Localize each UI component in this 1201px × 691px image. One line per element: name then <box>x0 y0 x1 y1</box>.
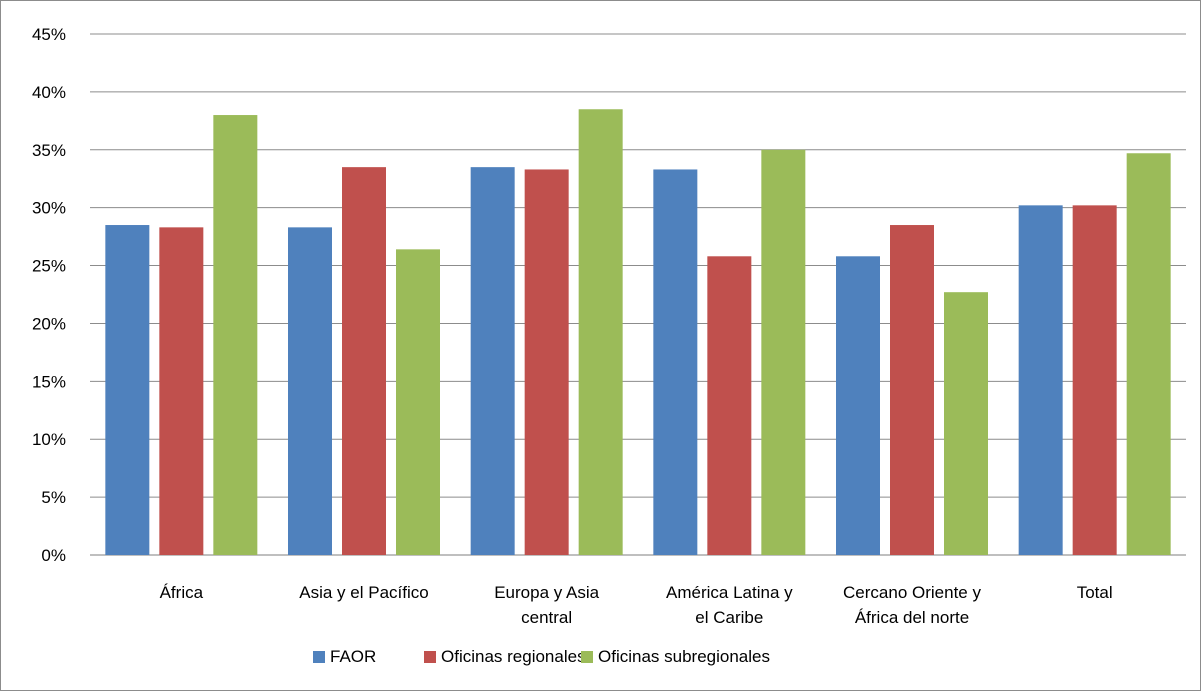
bar-oficinas-regionales <box>707 256 752 555</box>
y-tick-label: 5% <box>41 488 66 507</box>
bar-oficinas-regionales <box>342 167 386 555</box>
y-tick-label: 45% <box>32 25 66 44</box>
x-category-label: central <box>521 608 572 627</box>
y-tick-label: 25% <box>32 257 66 276</box>
bar-faor <box>653 169 698 555</box>
x-category-label: Europa y Asia <box>494 583 599 602</box>
bar-faor <box>470 167 515 555</box>
bar-oficinas-regionales <box>890 225 934 556</box>
bars <box>105 109 1171 556</box>
bar-oficinas-subregionales <box>944 292 988 555</box>
y-tick-label: 15% <box>32 372 66 391</box>
bar-oficinas-subregionales <box>761 149 806 555</box>
legend-swatch <box>313 651 325 663</box>
gridlines <box>90 33 1186 556</box>
x-category-label: África del norte <box>855 608 969 627</box>
x-category-label: Total <box>1077 583 1113 602</box>
bar-faor <box>836 256 880 555</box>
legend-label: Oficinas subregionales <box>598 647 770 666</box>
y-tick-label: 30% <box>32 199 66 218</box>
bar-oficinas-subregionales <box>213 115 258 556</box>
y-tick-label: 35% <box>32 141 66 160</box>
legend-swatch <box>424 651 436 663</box>
legend-swatch <box>581 651 593 663</box>
y-tick-label: 0% <box>41 546 66 565</box>
y-tick-label: 10% <box>32 430 66 449</box>
x-category-label: el Caribe <box>695 608 763 627</box>
bar-oficinas-subregionales <box>578 109 623 555</box>
x-category-label: Cercano Oriente y <box>843 583 981 602</box>
bar-faor <box>288 227 332 556</box>
y-tick-label: 40% <box>32 83 66 102</box>
bar-oficinas-regionales <box>524 169 569 555</box>
bar-oficinas-subregionales <box>396 249 440 555</box>
bar-faor <box>105 225 150 556</box>
y-tick-label: 20% <box>32 314 66 333</box>
x-category-label: Asia y el Pacífico <box>299 583 428 602</box>
bar-faor <box>1018 205 1063 555</box>
legend-label: Oficinas regionales <box>441 647 586 666</box>
bar-oficinas-subregionales <box>1126 153 1171 556</box>
x-category-label: América Latina y <box>666 583 793 602</box>
bar-oficinas-regionales <box>1072 205 1117 555</box>
y-axis-tick-labels: 0% 5% 10% 15% 20% 25% 30% 35% 40% 45% <box>32 25 66 565</box>
bar-oficinas-regionales <box>159 227 204 556</box>
x-axis-category-labels: África Asia y el Pacífico Europa y Asia cen… <box>160 583 1113 627</box>
legend-label: FAOR <box>330 647 376 666</box>
x-category-label: África <box>160 583 204 602</box>
legend: FAOR Oficinas regionales Oficinas subregio… <box>313 647 770 666</box>
